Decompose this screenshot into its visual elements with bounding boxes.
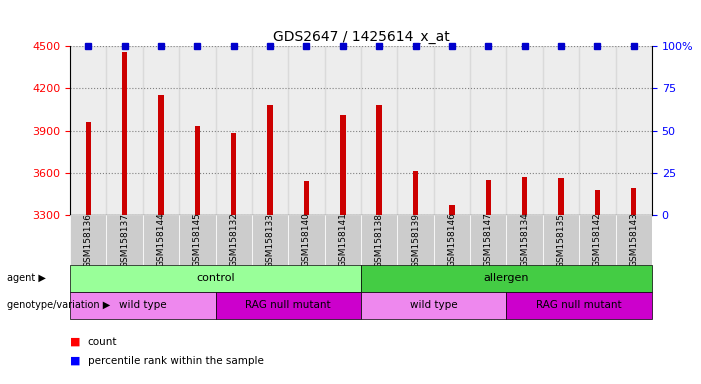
Bar: [216, 46, 252, 215]
Text: wild type: wild type: [119, 300, 167, 310]
Bar: [543, 215, 579, 265]
Bar: [361, 215, 397, 265]
Text: GSM158133: GSM158133: [266, 212, 275, 268]
Text: allergen: allergen: [484, 273, 529, 283]
Text: RAG null mutant: RAG null mutant: [536, 300, 622, 310]
Text: GSM158144: GSM158144: [156, 213, 165, 267]
Bar: [143, 215, 179, 265]
Text: GSM158137: GSM158137: [120, 212, 129, 268]
Text: wild type: wild type: [410, 300, 458, 310]
Bar: [216, 215, 252, 265]
Bar: [340, 115, 346, 215]
Bar: [594, 190, 600, 215]
Text: GSM158143: GSM158143: [629, 213, 638, 267]
Text: control: control: [196, 273, 235, 283]
Text: GSM158140: GSM158140: [302, 213, 311, 267]
Bar: [506, 215, 543, 265]
Bar: [267, 105, 273, 215]
Bar: [70, 215, 107, 265]
Bar: [179, 46, 216, 215]
Bar: [86, 122, 91, 215]
Text: GSM158136: GSM158136: [84, 212, 93, 268]
Text: GSM158139: GSM158139: [411, 212, 420, 268]
Bar: [288, 215, 325, 265]
Bar: [361, 46, 397, 215]
Text: ■: ■: [70, 337, 81, 347]
Text: GSM158142: GSM158142: [593, 213, 602, 267]
Bar: [506, 46, 543, 215]
Bar: [397, 46, 434, 215]
Text: agent ▶: agent ▶: [7, 273, 46, 283]
Text: ■: ■: [70, 356, 81, 366]
Text: percentile rank within the sample: percentile rank within the sample: [88, 356, 264, 366]
Bar: [434, 46, 470, 215]
Bar: [122, 52, 128, 215]
Bar: [325, 215, 361, 265]
Text: GSM158147: GSM158147: [484, 213, 493, 267]
Text: GSM158134: GSM158134: [520, 213, 529, 267]
Bar: [376, 105, 382, 215]
Bar: [288, 46, 325, 215]
Bar: [413, 171, 418, 215]
Text: RAG null mutant: RAG null mutant: [245, 300, 331, 310]
Bar: [486, 180, 491, 215]
Text: GSM158132: GSM158132: [229, 213, 238, 267]
Bar: [615, 46, 652, 215]
Bar: [158, 95, 164, 215]
Bar: [434, 215, 470, 265]
Bar: [107, 215, 143, 265]
Bar: [631, 188, 637, 215]
Bar: [70, 46, 107, 215]
Bar: [397, 215, 434, 265]
Bar: [470, 46, 506, 215]
Text: GSM158138: GSM158138: [375, 212, 383, 268]
Bar: [449, 205, 455, 215]
Text: count: count: [88, 337, 117, 347]
Bar: [252, 46, 288, 215]
Text: GSM158145: GSM158145: [193, 213, 202, 267]
Text: GSM158141: GSM158141: [339, 213, 347, 267]
Bar: [470, 215, 506, 265]
Bar: [522, 177, 527, 215]
Bar: [143, 46, 179, 215]
Bar: [579, 46, 615, 215]
Bar: [252, 215, 288, 265]
Bar: [325, 46, 361, 215]
Bar: [543, 46, 579, 215]
Bar: [558, 179, 564, 215]
Text: GSM158135: GSM158135: [557, 212, 566, 268]
Title: GDS2647 / 1425614_x_at: GDS2647 / 1425614_x_at: [273, 30, 449, 44]
Bar: [195, 126, 200, 215]
Bar: [579, 215, 615, 265]
Bar: [615, 215, 652, 265]
Text: genotype/variation ▶: genotype/variation ▶: [7, 300, 110, 310]
Bar: [179, 215, 216, 265]
Bar: [231, 133, 236, 215]
Bar: [107, 46, 143, 215]
Text: GSM158146: GSM158146: [447, 213, 456, 267]
Bar: [304, 181, 309, 215]
